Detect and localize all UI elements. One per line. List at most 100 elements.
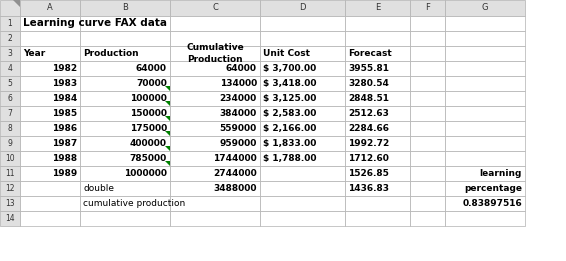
Bar [0, 211, 20, 226]
Bar [260, 121, 345, 136]
Polygon shape [165, 161, 169, 166]
Bar [410, 16, 445, 31]
Text: 384000: 384000 [220, 109, 257, 118]
Bar [20, 211, 80, 226]
Bar [170, 196, 260, 211]
Bar [260, 211, 345, 226]
Bar [445, 106, 525, 121]
Bar [410, 181, 445, 196]
Text: 2848.51: 2848.51 [348, 94, 389, 103]
Bar [445, 121, 525, 136]
Text: 150000: 150000 [130, 109, 167, 118]
Text: 1000000: 1000000 [124, 169, 167, 178]
Text: 1992.72: 1992.72 [348, 139, 389, 148]
Bar [445, 91, 525, 106]
Bar [0, 0, 20, 16]
Bar [80, 196, 170, 211]
Polygon shape [165, 101, 169, 106]
Bar [260, 46, 345, 61]
Text: 1436.83: 1436.83 [348, 184, 389, 193]
Bar [170, 46, 260, 61]
Bar [80, 16, 170, 31]
Text: Learning curve FAX data: Learning curve FAX data [23, 19, 167, 28]
Bar [20, 46, 80, 61]
Text: 1989: 1989 [52, 169, 77, 178]
Text: B: B [122, 3, 128, 13]
Bar [80, 61, 170, 76]
Bar [260, 136, 345, 151]
Bar [20, 196, 80, 211]
Text: 3488000: 3488000 [213, 184, 257, 193]
Bar [345, 16, 410, 31]
Bar [170, 211, 260, 226]
Bar [20, 151, 80, 166]
Bar [20, 166, 80, 181]
Bar [170, 151, 260, 166]
Text: 9: 9 [7, 139, 12, 148]
Text: 1988: 1988 [52, 154, 77, 163]
Bar [345, 151, 410, 166]
Text: 4: 4 [7, 64, 12, 73]
Text: 64000: 64000 [226, 64, 257, 73]
Bar [260, 196, 345, 211]
Bar [260, 61, 345, 76]
Bar [410, 211, 445, 226]
Text: 0.83897516: 0.83897516 [462, 199, 522, 208]
Text: Year: Year [23, 49, 45, 58]
Text: 14: 14 [5, 214, 15, 223]
Text: 8: 8 [7, 124, 12, 133]
Bar [80, 31, 170, 46]
Bar [345, 0, 410, 16]
Bar [0, 166, 20, 181]
Bar [80, 181, 170, 196]
Text: 1982: 1982 [52, 64, 77, 73]
Text: 1983: 1983 [52, 79, 77, 88]
Bar [410, 91, 445, 106]
Text: C: C [212, 3, 218, 13]
Text: 2284.66: 2284.66 [348, 124, 389, 133]
Bar [410, 136, 445, 151]
Bar [445, 166, 525, 181]
Text: 7: 7 [7, 109, 12, 118]
Text: 134000: 134000 [220, 79, 257, 88]
Bar [260, 106, 345, 121]
Text: 2: 2 [7, 34, 12, 43]
Text: E: E [375, 3, 380, 13]
Text: 6: 6 [7, 94, 12, 103]
Bar [445, 151, 525, 166]
Bar [0, 76, 20, 91]
Text: 64000: 64000 [136, 64, 167, 73]
Bar [0, 151, 20, 166]
Bar [410, 196, 445, 211]
Text: Forecast: Forecast [348, 49, 392, 58]
Bar [0, 16, 20, 31]
Text: $ 1,788.00: $ 1,788.00 [263, 154, 316, 163]
Bar [345, 136, 410, 151]
Bar [445, 61, 525, 76]
Bar [20, 0, 80, 16]
Bar [410, 121, 445, 136]
Bar [170, 31, 260, 46]
Bar [80, 136, 170, 151]
Text: 13: 13 [5, 199, 15, 208]
Text: 1744000: 1744000 [213, 154, 257, 163]
Bar [0, 136, 20, 151]
Bar [170, 136, 260, 151]
Bar [80, 166, 170, 181]
Text: double: double [83, 184, 114, 193]
Bar [445, 31, 525, 46]
Bar [260, 181, 345, 196]
Bar [20, 91, 80, 106]
Text: Unit Cost: Unit Cost [263, 49, 310, 58]
Text: 1986: 1986 [52, 124, 77, 133]
Bar [445, 46, 525, 61]
Bar [0, 106, 20, 121]
Text: 3955.81: 3955.81 [348, 64, 389, 73]
Bar [445, 0, 525, 16]
Text: 10: 10 [5, 154, 15, 163]
Bar [445, 136, 525, 151]
Bar [20, 181, 80, 196]
Text: 1987: 1987 [52, 139, 77, 148]
Bar [20, 16, 80, 31]
Polygon shape [165, 131, 169, 136]
